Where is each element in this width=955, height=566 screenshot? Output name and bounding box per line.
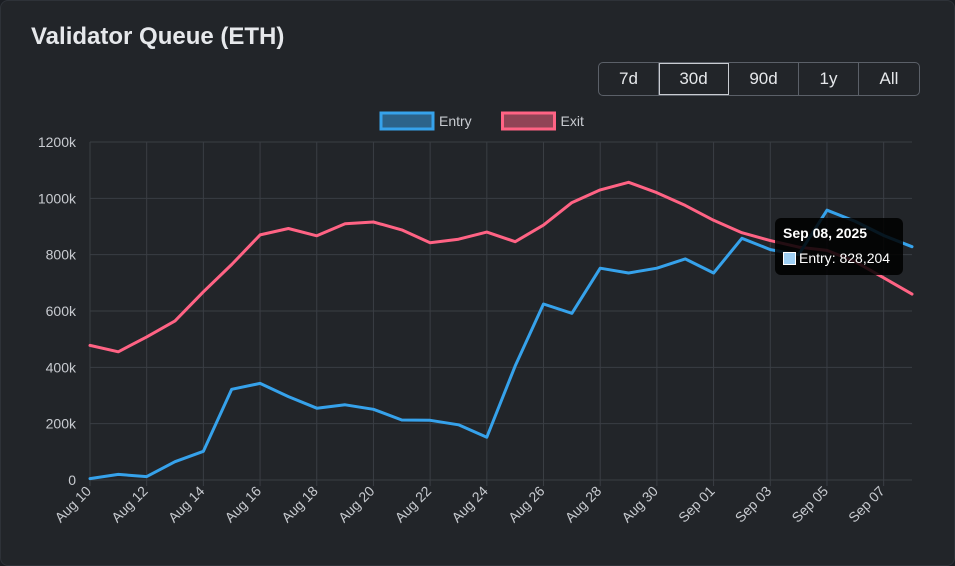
range-1y-button[interactable]: 1y bbox=[799, 63, 859, 95]
legend-item-entry[interactable]: Entry bbox=[379, 111, 472, 131]
legend-swatch bbox=[501, 111, 556, 131]
x-tick-label: Sep 05 bbox=[788, 483, 831, 526]
tooltip-colon: : bbox=[831, 250, 840, 266]
range-selector: 7d 30d 90d 1y All bbox=[598, 62, 920, 96]
x-tick-label: Aug 24 bbox=[448, 483, 491, 526]
y-tick-label: 1200k bbox=[38, 134, 77, 150]
x-tick-label: Sep 07 bbox=[845, 483, 888, 526]
x-tick-label: Aug 14 bbox=[165, 483, 208, 526]
y-tick-label: 800k bbox=[46, 247, 77, 263]
legend-swatch bbox=[379, 111, 435, 131]
tooltip-date: Sep 08, 2025 bbox=[783, 225, 868, 241]
tooltip-swatch bbox=[783, 251, 796, 265]
x-tick-label: Aug 26 bbox=[505, 483, 548, 526]
x-tick-label: Aug 28 bbox=[562, 483, 605, 526]
x-tick-label: Aug 22 bbox=[392, 483, 435, 526]
y-tick-label: 400k bbox=[46, 359, 77, 375]
range-90d-button[interactable]: 90d bbox=[729, 63, 799, 95]
y-tick-label: 1000k bbox=[38, 190, 77, 206]
range-all-button[interactable]: All bbox=[859, 63, 919, 95]
range-7d-button[interactable]: 7d bbox=[599, 63, 659, 95]
y-tick-label: 0 bbox=[68, 472, 76, 488]
tooltip-value: 828,204 bbox=[839, 250, 891, 266]
tooltip-series: Entry bbox=[799, 250, 832, 266]
x-tick-label: Aug 16 bbox=[221, 483, 264, 526]
x-tick-label: Aug 20 bbox=[335, 483, 378, 526]
tooltip-row: Entry: 828,204 bbox=[783, 250, 895, 266]
x-tick-label: Sep 01 bbox=[675, 483, 718, 526]
legend-label: Entry bbox=[439, 113, 472, 129]
x-tick-label: Sep 03 bbox=[732, 483, 775, 526]
x-tick-label: Aug 18 bbox=[278, 483, 321, 526]
legend-item-exit[interactable]: Exit bbox=[501, 111, 584, 131]
y-tick-label: 600k bbox=[46, 303, 77, 319]
validator-queue-chart[interactable]: 0 200k 400k 600k 800k 1000k 1200k Aug 10 Aug 12 A… bbox=[1, 101, 954, 563]
page-title: Validator Queue (ETH) bbox=[31, 23, 285, 50]
x-tick-label: Aug 12 bbox=[108, 483, 151, 526]
chart-tooltip: Sep 08, 2025 Entry: 828,204 bbox=[775, 218, 903, 275]
legend-label: Exit bbox=[561, 113, 584, 129]
x-tick-label: Aug 30 bbox=[618, 483, 661, 526]
range-30d-button[interactable]: 30d bbox=[659, 63, 729, 95]
x-tick-label: Aug 10 bbox=[51, 483, 94, 526]
y-tick-label: 200k bbox=[46, 416, 77, 432]
